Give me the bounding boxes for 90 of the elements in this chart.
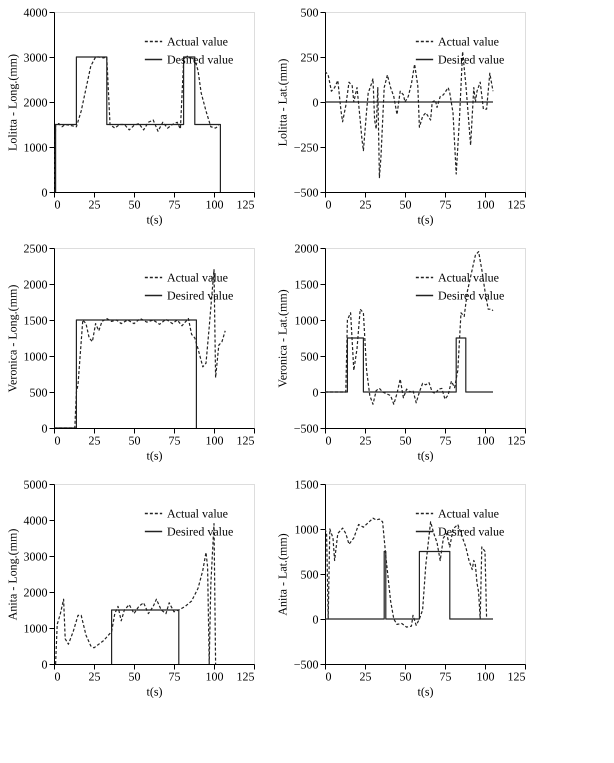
x-tick-label: 50	[400, 434, 412, 448]
x-tick-label: 100	[206, 198, 224, 212]
x-tick-label: 50	[128, 670, 140, 684]
y-axis-title: Lolitta - Long.(mm)	[6, 54, 20, 151]
x-tick-label: 75	[440, 670, 452, 684]
y-tick-label: 1000	[294, 522, 318, 536]
legend-label: Actual value	[438, 270, 499, 284]
legend-label: Actual value	[438, 506, 499, 520]
x-tick-label: 0	[54, 434, 60, 448]
x-tick-label: 125	[236, 434, 254, 448]
legend-label: Desired value	[167, 524, 234, 538]
x-tick-label: 50	[400, 670, 412, 684]
y-tick-label: 500	[300, 6, 318, 20]
y-tick-label: 2000	[24, 96, 48, 110]
y-axis-title: Veronica - Long.(mm)	[6, 284, 20, 392]
y-tick-label: 0	[312, 96, 318, 110]
y-tick-label: 1000	[24, 350, 48, 364]
x-axis-title: t(s)	[418, 212, 434, 226]
legend-label: Desired value	[438, 52, 504, 66]
y-tick-label: 1500	[294, 278, 318, 292]
y-tick-label: 1500	[294, 478, 318, 492]
legend-label: Actual value	[167, 506, 228, 520]
x-tick-label: 25	[360, 434, 372, 448]
y-axis-title: Lolitta - Lat.(mm)	[276, 58, 290, 146]
y-tick-label: 500	[300, 568, 318, 582]
y-tick-label: 500	[300, 350, 318, 364]
y-tick-label: 0	[42, 422, 48, 436]
legend-label: Actual value	[438, 34, 499, 48]
x-tick-label: 125	[508, 670, 526, 684]
x-tick-label: 100	[206, 434, 224, 448]
y-tick-label: 0	[42, 658, 48, 672]
x-tick-label: 50	[128, 434, 140, 448]
y-tick-label: 1000	[294, 314, 318, 328]
y-tick-label: −250	[294, 140, 318, 154]
y-axis-title: Anita - Lat.(mm)	[276, 533, 290, 616]
x-tick-label: 125	[508, 434, 526, 448]
x-tick-label: 50	[128, 198, 140, 212]
y-tick-label: 3000	[24, 50, 48, 64]
x-tick-label: 25	[88, 198, 100, 212]
x-tick-label: 125	[236, 670, 254, 684]
x-tick-label: 75	[440, 198, 452, 212]
y-tick-label: −500	[294, 186, 318, 200]
x-tick-label: 25	[88, 670, 100, 684]
y-axis-title: Veronica - Lat.(mm)	[276, 289, 290, 388]
x-axis-title: t(s)	[418, 448, 434, 462]
y-tick-label: 5000	[24, 478, 48, 492]
legend-label: Desired value	[438, 288, 504, 302]
legend-label: Desired value	[438, 524, 504, 538]
y-tick-label: 4000	[24, 6, 48, 20]
y-tick-label: 1000	[24, 140, 48, 154]
y-tick-label: 2000	[24, 278, 48, 292]
x-tick-label: 25	[88, 434, 100, 448]
x-tick-label: 100	[206, 670, 224, 684]
y-tick-label: 2000	[24, 586, 48, 600]
x-tick-label: 50	[400, 198, 412, 212]
x-tick-label: 0	[326, 670, 332, 684]
legend-label: Actual value	[167, 34, 228, 48]
x-tick-label: 100	[476, 670, 494, 684]
x-tick-label: 75	[168, 670, 180, 684]
y-tick-label: −500	[294, 658, 318, 672]
x-tick-label: 0	[326, 198, 332, 212]
x-tick-label: 0	[54, 670, 60, 684]
y-tick-label: 0	[312, 612, 318, 626]
x-axis-title: t(s)	[146, 448, 162, 462]
x-axis-title: t(s)	[418, 684, 434, 698]
y-tick-label: 250	[300, 50, 318, 64]
x-tick-label: 0	[326, 434, 332, 448]
x-tick-label: 100	[476, 434, 494, 448]
x-tick-label: 100	[476, 198, 494, 212]
x-tick-label: 75	[168, 198, 180, 212]
y-tick-label: 2500	[24, 242, 48, 256]
y-tick-label: 0	[312, 386, 318, 400]
x-axis-title: t(s)	[146, 684, 162, 698]
x-tick-label: 75	[440, 434, 452, 448]
x-tick-label: 25	[360, 198, 372, 212]
y-tick-label: 3000	[24, 550, 48, 564]
y-tick-label: 1500	[24, 314, 48, 328]
y-tick-label: 0	[42, 186, 48, 200]
x-tick-label: 25	[360, 670, 372, 684]
x-tick-label: 75	[168, 434, 180, 448]
y-tick-label: 500	[30, 386, 48, 400]
x-tick-label: 0	[54, 198, 60, 212]
x-axis-title: t(s)	[146, 212, 162, 226]
x-tick-label: 125	[508, 198, 526, 212]
y-tick-label: −500	[294, 422, 318, 436]
y-tick-label: 2000	[294, 242, 318, 256]
y-axis-title: Anita - Long.(mm)	[6, 528, 20, 620]
x-tick-label: 125	[236, 198, 254, 212]
y-tick-label: 1000	[24, 622, 48, 636]
y-tick-label: 4000	[24, 514, 48, 528]
